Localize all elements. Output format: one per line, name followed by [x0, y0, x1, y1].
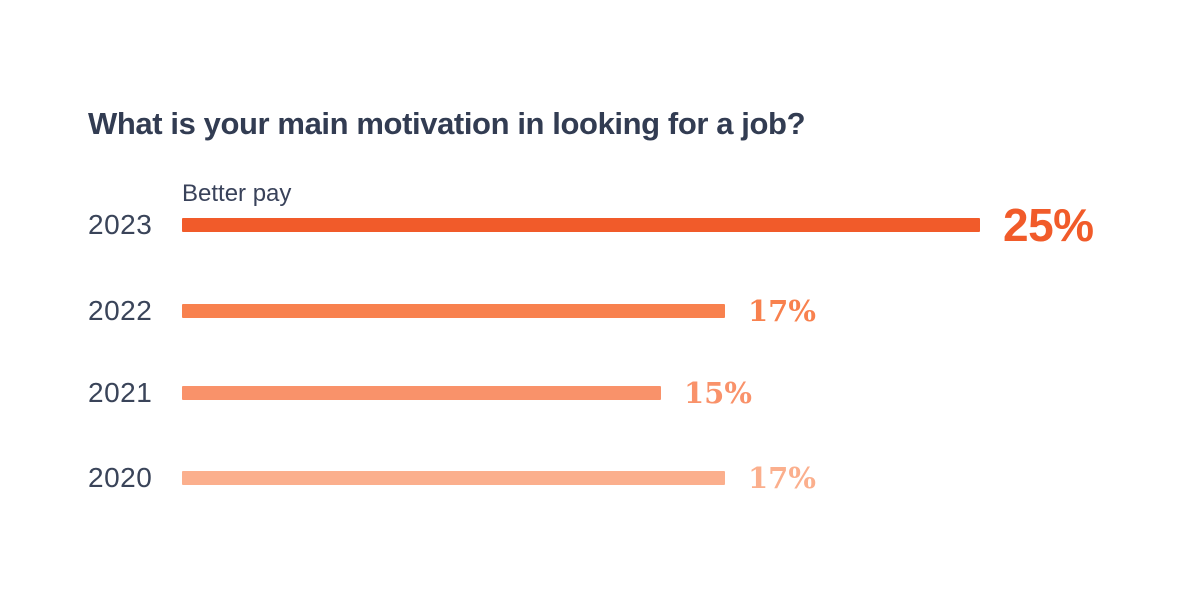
chart-title: What is your main motivation in looking …: [88, 106, 806, 141]
series-label: Better pay: [182, 180, 292, 207]
bar: [182, 386, 661, 400]
year-label: 2022: [88, 295, 153, 326]
chart-row: 2023 25%: [0, 199, 1200, 251]
chart-row: 2022 17%: [0, 294, 1200, 328]
bar: [182, 471, 725, 485]
value-label: 15%: [684, 376, 752, 410]
bar: [182, 304, 725, 318]
chart-row: 2020 17%: [0, 461, 1200, 495]
year-label: 2023: [88, 209, 153, 240]
value-label: 17%: [748, 461, 816, 495]
value-label: 17%: [748, 294, 816, 328]
bar: [182, 218, 980, 232]
value-label: 25%: [1003, 199, 1094, 251]
year-label: 2020: [88, 462, 153, 493]
chart-row: 2021 15%: [0, 376, 1200, 410]
year-label: 2021: [88, 377, 153, 408]
